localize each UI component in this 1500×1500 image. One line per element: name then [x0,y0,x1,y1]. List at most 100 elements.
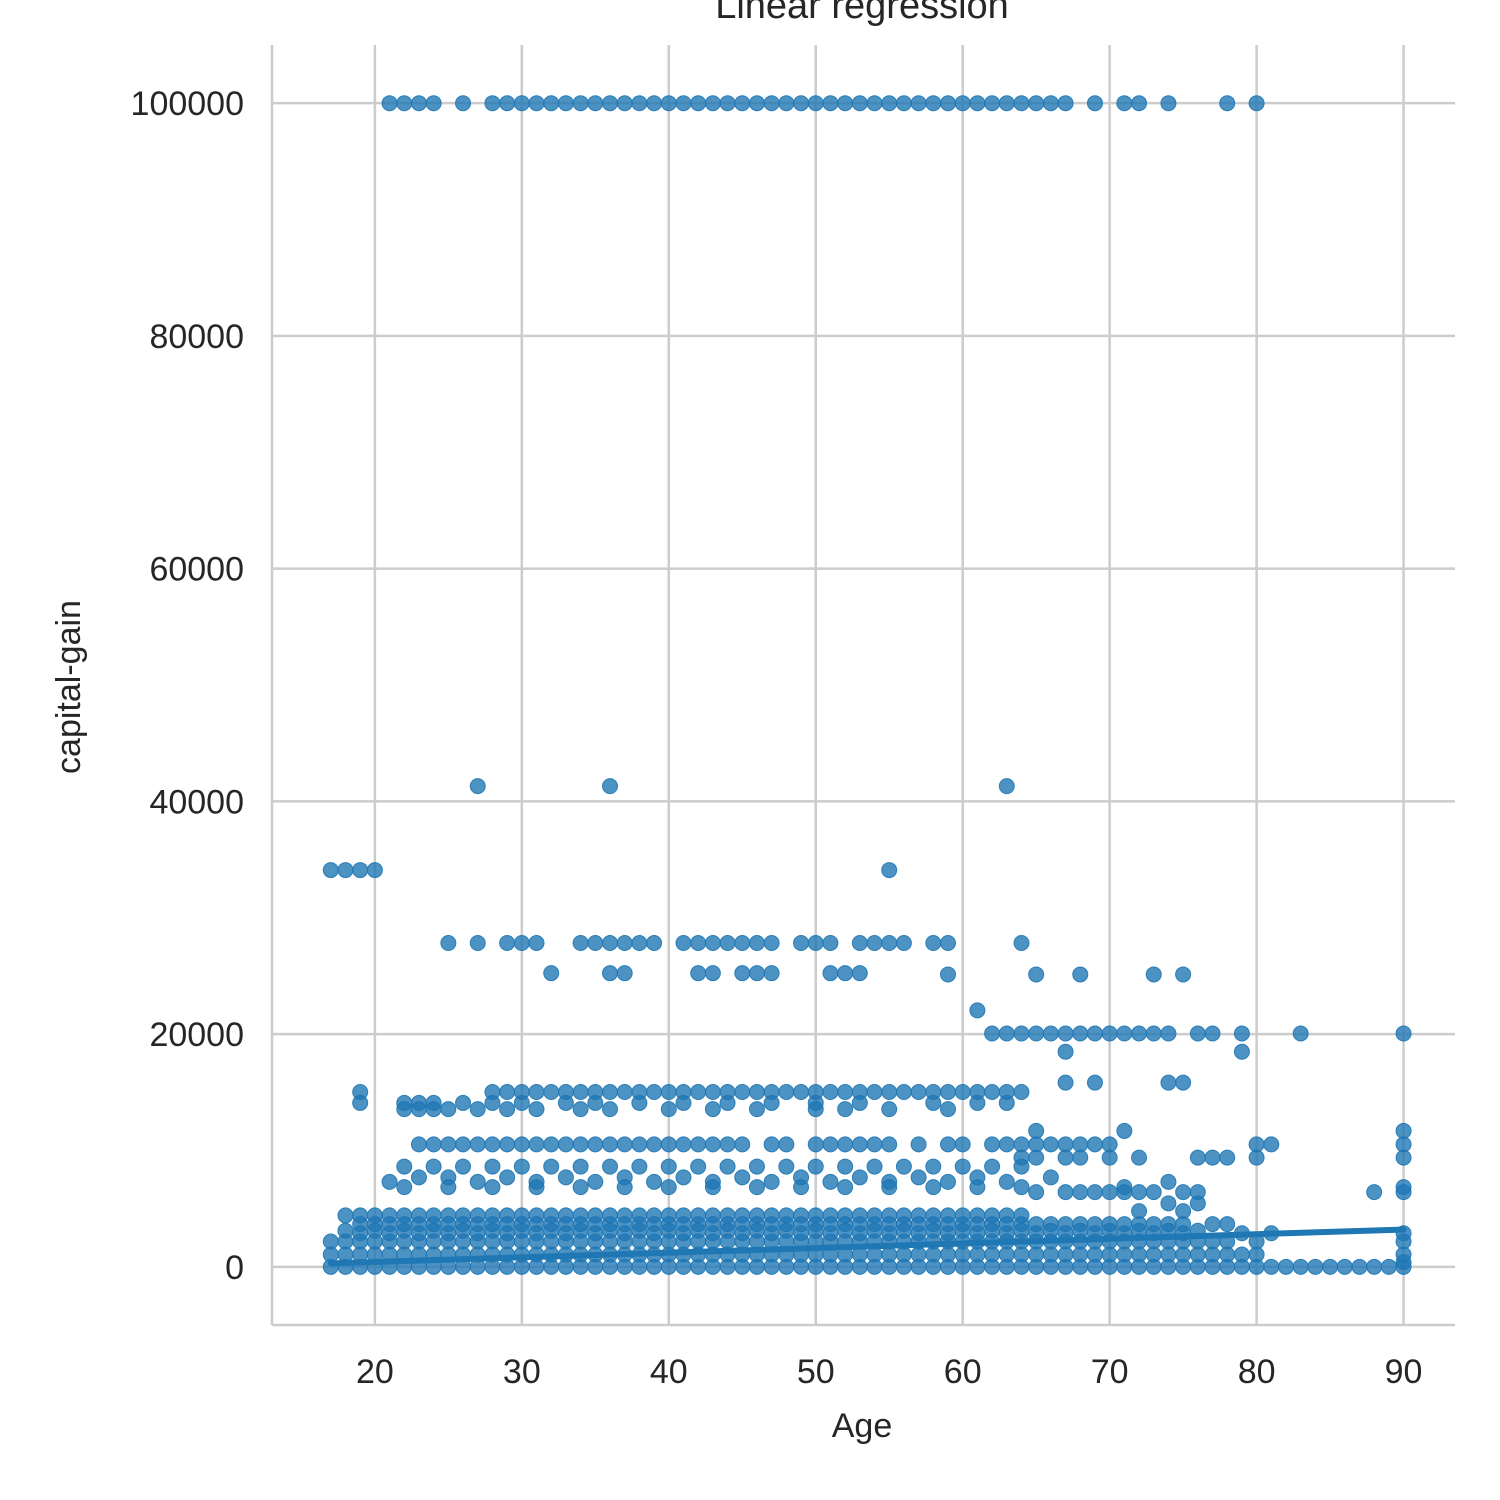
data-point [1131,95,1148,112]
data-point [925,95,942,112]
data-point [984,1083,1001,1100]
data-point [998,778,1015,795]
data-point [734,965,751,982]
data-point [572,935,589,952]
data-point [1057,1025,1074,1042]
data-point [940,966,956,983]
data-point [1086,1074,1103,1091]
data-point [660,1258,677,1275]
data-point [381,1173,398,1190]
data-point [631,1158,648,1175]
data-point [690,1083,707,1100]
data-point [822,1258,839,1275]
data-point [866,1083,883,1100]
data-point [352,862,369,879]
data-point [1086,1258,1103,1275]
data-point [1013,1083,1030,1100]
data-point [1145,1184,1162,1201]
x-axis-label: Age [832,1407,893,1445]
data-point [660,1136,677,1153]
data-point [969,95,986,112]
data-point [954,1158,971,1175]
data-point [1204,1258,1221,1275]
data-point [1175,1074,1192,1091]
data-point [484,1158,501,1175]
data-point [513,1158,530,1175]
data-point [631,95,648,112]
data-point [1145,1025,1162,1042]
data-point [837,1101,854,1118]
y-tick-label: 20000 [149,1016,244,1054]
data-point [528,1179,545,1196]
data-point [675,1136,692,1153]
data-point [866,1158,883,1175]
data-point [587,935,604,952]
axes-spines [270,45,1455,1327]
data-point [528,1258,545,1275]
data-point [1233,1043,1250,1060]
data-point [925,1094,942,1111]
data-point [1248,1149,1265,1166]
data-point [587,95,604,112]
data-point [1219,95,1236,112]
data-point [646,95,663,112]
data-point [1028,95,1045,112]
data-point [1175,1258,1192,1275]
data-point [616,935,633,952]
data-point [602,1258,618,1275]
data-point [1160,1195,1177,1212]
data-point [763,1173,780,1190]
data-point [1028,1149,1045,1166]
data-point [1292,1258,1309,1275]
data-point [748,1101,765,1118]
data-point [704,1179,721,1196]
data-point [602,1158,618,1175]
data-point [484,1136,501,1153]
data-point [763,1258,780,1275]
data-point [631,935,648,952]
data-point [1072,1258,1089,1275]
data-point [631,1136,648,1153]
data-point [587,1094,604,1111]
data-point [940,1083,956,1100]
data-point [954,1258,971,1275]
data-point [969,1094,986,1111]
data-point [984,95,1001,112]
data-point [1380,1258,1397,1275]
x-tick-label: 50 [797,1353,835,1391]
data-point [866,95,883,112]
data-point [660,1158,677,1175]
data-point [822,1083,839,1100]
data-point [572,1258,589,1275]
data-point [396,1158,413,1175]
data-point [1160,95,1177,112]
data-point [748,1158,765,1175]
data-point [866,1136,883,1153]
data-point [1042,1025,1059,1042]
data-point [543,965,560,982]
data-point [925,1179,942,1196]
data-point [734,1169,751,1186]
data-point [719,95,736,112]
data-point [807,1258,824,1275]
data-point [1013,1258,1030,1275]
data-point [1116,95,1133,112]
data-point [455,1094,472,1111]
data-point [513,1258,530,1275]
data-point [572,1083,589,1100]
data-point [793,1179,810,1196]
data-point [602,95,618,112]
x-tick-label: 80 [1238,1353,1276,1391]
data-point [1057,1074,1074,1091]
data-point [499,1101,516,1118]
data-point [1395,1025,1412,1042]
data-point [822,1136,839,1153]
data-point [499,95,516,112]
data-point [851,1136,868,1153]
data-point [1101,1258,1118,1275]
data-point [616,1258,633,1275]
data-point [602,965,618,982]
data-point [837,95,854,112]
data-point [484,1179,501,1196]
data-point [410,1136,427,1153]
